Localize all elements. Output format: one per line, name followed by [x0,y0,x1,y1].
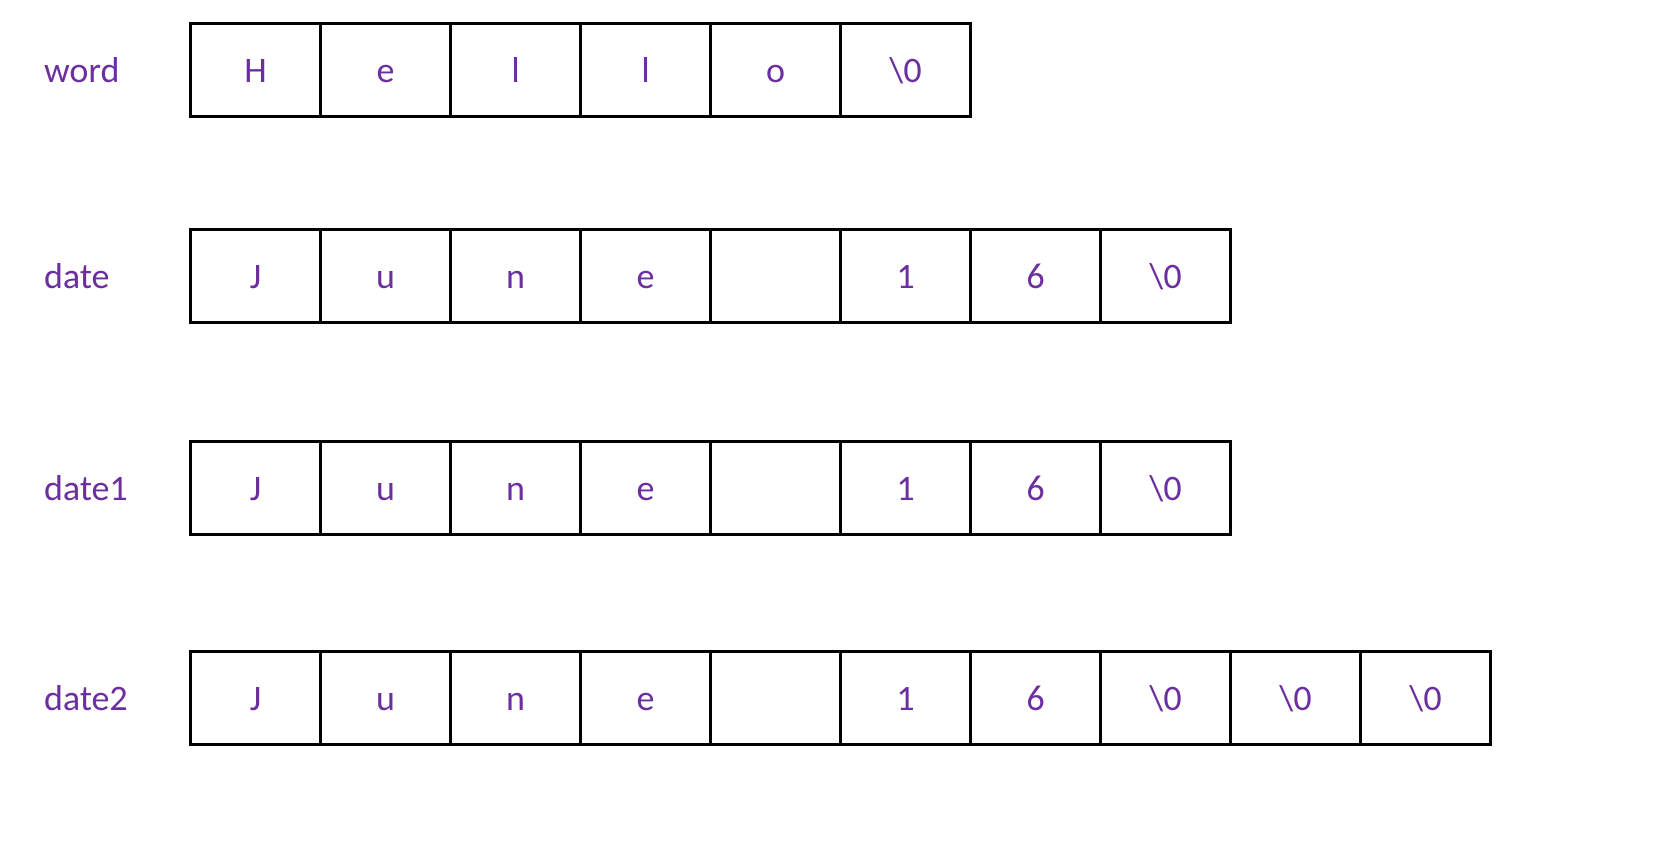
array-diagram-container: wordHello\0dateJune16\0date1June16\0date… [0,0,1655,841]
array-cell: J [192,653,322,743]
array-row-date1: date1June 16\0 [40,440,1232,536]
array-cells: June 16\0 [189,440,1232,536]
array-label: word [40,48,189,92]
array-cell: 1 [842,653,972,743]
array-cell [712,653,842,743]
array-cell: J [192,443,322,533]
array-cell: e [582,443,712,533]
array-cell: n [452,653,582,743]
array-cells: June16\0\0\0 [189,650,1492,746]
array-row-word: wordHello\0 [40,22,972,118]
array-cell: l [582,25,712,115]
array-cell: \0 [1102,653,1232,743]
array-cell: 6 [972,443,1102,533]
array-cell: u [322,443,452,533]
array-cell: \0 [1362,653,1492,743]
array-cells: Hello\0 [189,22,972,118]
array-cell: H [192,25,322,115]
array-row-date: dateJune 16\0 [40,228,1232,324]
array-cell: 1 [842,231,972,321]
array-cell: e [582,231,712,321]
array-label: date1 [40,466,189,510]
array-cell: l [452,25,582,115]
array-cells: June 16\0 [189,228,1232,324]
array-row-date2: date2June16\0\0\0 [40,650,1492,746]
array-cell: e [322,25,452,115]
array-cell: u [322,653,452,743]
array-label: date2 [40,676,189,720]
array-cell: u [322,231,452,321]
array-cell [712,443,842,533]
array-cell: \0 [1232,653,1362,743]
array-cell: n [452,231,582,321]
array-cell: \0 [842,25,972,115]
array-label: date [40,254,189,298]
array-cell: o [712,25,842,115]
array-cell [712,231,842,321]
array-cell: J [192,231,322,321]
array-cell: n [452,443,582,533]
array-cell: 1 [842,443,972,533]
array-cell: 6 [972,231,1102,321]
array-cell: 6 [972,653,1102,743]
array-cell: e [582,653,712,743]
array-cell: \0 [1102,231,1232,321]
array-cell: \0 [1102,443,1232,533]
